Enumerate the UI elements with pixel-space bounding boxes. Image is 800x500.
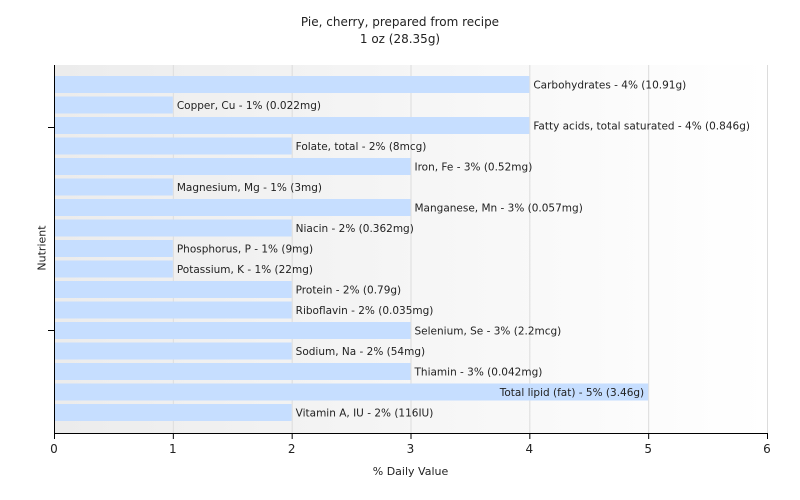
bar <box>55 342 292 360</box>
data-label: Vitamin A, IU - 2% (116IU) <box>296 408 434 420</box>
bar <box>55 260 173 278</box>
bar <box>55 363 411 380</box>
bar <box>55 240 173 257</box>
x-tick-label: 0 <box>50 442 58 456</box>
data-label: Total lipid (fat) - 5% (3.46g) <box>499 387 644 399</box>
bar <box>55 404 292 421</box>
bar <box>55 322 411 339</box>
bar <box>55 137 292 155</box>
data-label: Potassium, K - 1% (22mg) <box>177 264 313 276</box>
data-label: Riboflavin - 2% (0.035mg) <box>296 305 434 317</box>
x-tick-label: 3 <box>407 442 415 456</box>
bar <box>55 96 173 114</box>
data-label: Carbohydrates - 4% (10.91g) <box>533 80 686 92</box>
bar <box>55 199 411 216</box>
bar <box>55 158 411 175</box>
data-label: Iron, Fe - 3% (0.52mg) <box>415 162 533 174</box>
bar <box>55 178 173 196</box>
x-tick-label: 4 <box>526 442 534 456</box>
data-label: Niacin - 2% (0.362mg) <box>296 223 414 235</box>
chart-subtitle: 1 oz (28.35g) <box>359 32 441 46</box>
y-axis-label: Nutrient <box>35 225 49 271</box>
bar <box>55 281 292 298</box>
data-label: Copper, Cu - 1% (0.022mg) <box>177 100 321 112</box>
bar <box>55 301 292 319</box>
data-label: Fatty acids, total saturated - 4% (0.846… <box>533 121 750 133</box>
data-label: Protein - 2% (0.79g) <box>296 285 402 297</box>
x-tick-label: 6 <box>763 442 771 456</box>
data-label: Thiamin - 3% (0.042mg) <box>414 367 543 379</box>
bar <box>55 219 292 237</box>
data-label: Magnesium, Mg - 1% (3mg) <box>177 182 322 194</box>
data-label: Manganese, Mn - 3% (0.057mg) <box>415 203 583 215</box>
chart-title: Pie, cherry, prepared from recipe <box>300 15 500 29</box>
data-label: Sodium, Na - 2% (54mg) <box>296 346 425 358</box>
x-tick-label: 5 <box>644 442 652 456</box>
x-tick-label: 2 <box>288 442 296 456</box>
bar <box>55 383 649 401</box>
data-label: Selenium, Se - 3% (2.2mcg) <box>415 326 562 338</box>
x-axis-label: % Daily Value <box>372 465 449 478</box>
x-tick-label: 1 <box>169 442 177 456</box>
data-label: Folate, total - 2% (8mcg) <box>296 141 427 153</box>
data-label: Phosphorus, P - 1% (9mg) <box>177 244 313 256</box>
bar <box>55 76 530 93</box>
bar <box>55 117 530 134</box>
